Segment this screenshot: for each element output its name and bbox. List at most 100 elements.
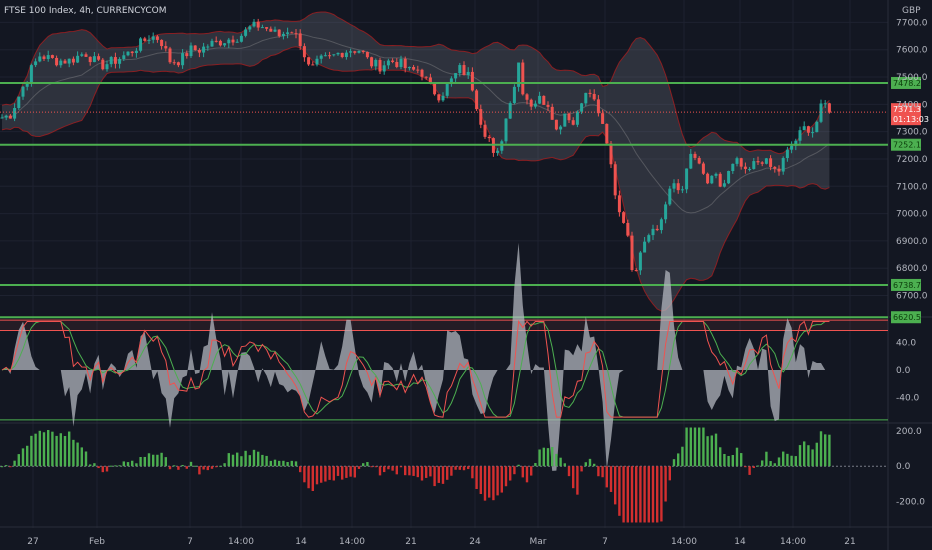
candle-up (559, 126, 563, 130)
candle-down (525, 94, 529, 100)
candle-down (567, 113, 571, 121)
momentum-bar (681, 446, 684, 467)
candle-down (84, 54, 88, 57)
momentum-bar (542, 447, 545, 467)
candle-up (680, 189, 684, 191)
oscillator-panel[interactable] (0, 242, 888, 471)
momentum-bar (475, 466, 478, 490)
candle-down (197, 50, 201, 53)
x-tick-label: 14 (295, 537, 307, 547)
chart-title: FTSE 100 Index, 4h, CURRENCYCOM (4, 6, 167, 16)
candle-down (475, 90, 479, 110)
bollinger-band (2, 11, 830, 312)
candle-down (424, 76, 428, 78)
momentum-bar (353, 466, 356, 478)
momentum-bar (273, 459, 277, 467)
x-tick-label: 14:00 (228, 537, 254, 547)
momentum-bar (122, 461, 125, 467)
candle-up (710, 175, 714, 184)
candle-up (235, 41, 239, 43)
momentum-bar (408, 466, 411, 476)
momentum-bar (366, 462, 369, 467)
momentum-bar (521, 466, 524, 478)
momentum-bar (93, 463, 96, 467)
oscillator-tick-label: 40.0 (896, 338, 916, 348)
candle-up (643, 241, 647, 253)
candle-down (630, 235, 634, 271)
momentum-bar (433, 466, 436, 487)
candle-up (202, 46, 206, 53)
momentum-bar (534, 463, 537, 467)
candle-down (622, 212, 626, 223)
candle-up (67, 58, 71, 64)
momentum-panel[interactable] (0, 427, 888, 523)
momentum-bar (777, 457, 781, 467)
candle-up (441, 95, 445, 101)
candle-down (693, 153, 697, 158)
price-tick-label: 7300.0 (896, 128, 928, 138)
candle-up (252, 21, 256, 27)
candle-up (735, 158, 739, 164)
candle-up (38, 56, 42, 62)
candle-down (433, 83, 437, 95)
momentum-bar (240, 456, 243, 467)
x-tick-label: 14 (734, 537, 746, 547)
momentum-bar (206, 466, 209, 471)
momentum-bar (395, 466, 398, 475)
candle-up (21, 86, 25, 97)
price-panel[interactable] (0, 11, 888, 319)
candle-up (336, 52, 340, 55)
momentum-bar (630, 466, 634, 523)
momentum-bar (782, 451, 785, 467)
momentum-bar (362, 463, 365, 467)
momentum-bar (504, 466, 508, 487)
momentum-bar (740, 453, 743, 467)
candle-up (538, 95, 542, 104)
momentum-bar (236, 452, 239, 467)
candle-down (185, 53, 189, 57)
momentum-bar (706, 436, 709, 467)
candle-up (727, 171, 731, 184)
candle-up (59, 60, 63, 66)
momentum-bar (13, 460, 16, 467)
candle-down (609, 143, 613, 165)
candle-down (290, 32, 294, 34)
momentum-bar (328, 466, 331, 480)
candle-up (344, 52, 348, 58)
price-tick-label: 7700.0 (896, 18, 928, 28)
candle-up (0, 117, 4, 119)
momentum-bar (336, 466, 340, 476)
candle-down (596, 99, 600, 114)
momentum-bar (647, 466, 650, 523)
momentum-bar (114, 465, 117, 467)
momentum-bar (168, 466, 172, 470)
momentum-bar (664, 466, 667, 502)
momentum-bar (341, 466, 344, 480)
x-tick-label: 14:00 (671, 537, 697, 547)
momentum-bar (290, 460, 293, 467)
momentum-bar (311, 466, 314, 492)
price-tick-label: 6900.0 (896, 237, 928, 247)
momentum-bar (584, 462, 587, 467)
candle-down (340, 52, 344, 58)
candle-down (470, 71, 474, 91)
momentum-bar (194, 465, 197, 467)
candle-down (50, 55, 54, 58)
candle-up (714, 173, 718, 176)
momentum-bar (164, 457, 167, 467)
candle-down (697, 157, 701, 164)
momentum-bar (748, 466, 751, 475)
momentum-bar (269, 460, 272, 467)
candle-down (718, 173, 722, 187)
oscillator-tick-label: 0.0 (896, 366, 911, 376)
candle-up (25, 82, 29, 87)
price-tick-label: 7200.0 (896, 155, 928, 165)
level-tag-label: 6620.5 (893, 313, 921, 322)
candle-up (685, 168, 689, 190)
momentum-bar (677, 453, 680, 467)
momentum-bar (294, 461, 298, 467)
momentum-bar (467, 466, 470, 470)
momentum-bar (601, 466, 604, 478)
